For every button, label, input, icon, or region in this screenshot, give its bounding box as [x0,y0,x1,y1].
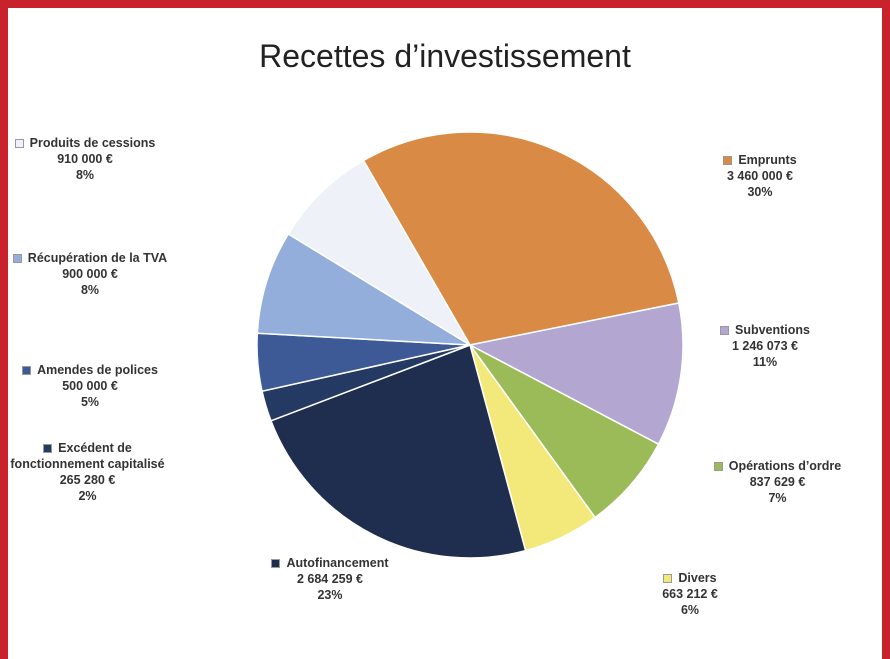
label-name: Subventions [680,322,850,338]
slice-label: Récupération de la TVA 900 000 € 8% [5,250,175,298]
label-name: Divers [605,570,775,586]
label-amount: 900 000 € [62,267,118,281]
label-name: Autofinancement [245,555,415,571]
label-marker [713,462,723,472]
label-amount: 1 246 073 € [731,339,799,353]
label-category: Récupération de la TVA [27,251,168,265]
label-marker [723,156,733,166]
label-category: Amendes de polices [37,363,158,377]
label-marker [22,366,32,376]
label-marker [12,254,22,264]
label-amount: 2 684 259 € [296,572,364,586]
label-percent: 30% [747,185,773,199]
label-marker [43,444,53,454]
label-amount: 910 000 € [57,152,113,166]
label-percent: 8% [75,168,95,182]
label-percent: 8% [80,283,100,297]
label-amount: 837 629 € [749,475,806,489]
label-amount: 663 212 € [662,587,718,601]
slice-label: Emprunts 3 460 000 € 30% [675,152,845,200]
pie-slice [256,232,471,346]
chart-title: Recettes d’investissement [259,38,631,74]
label-marker [271,559,281,569]
label-name: Récupération de la TVA [5,250,175,266]
label-name: Opérations d’ordre [690,458,865,474]
label-name: Amendes de polices [5,362,175,378]
label-percent: 6% [680,603,700,617]
label-amount: 3 460 000 € [726,169,794,183]
label-amount: 265 280 € [59,473,116,487]
pie-slice [287,159,471,346]
label-name: Emprunts [675,152,845,168]
label-name: Excédent de fonctionnement capitalisé [5,440,170,472]
label-category: Produits de cessions [29,136,156,150]
label-percent: 7% [768,491,787,505]
label-name: Produits de cessions [5,135,165,151]
label-category: Divers [678,571,717,585]
slice-label: Amendes de polices 500 000 € 5% [5,362,175,410]
slice-label: Subventions 1 246 073 € 11% [680,322,850,370]
pie-slice [467,302,684,446]
pie-slice [469,344,660,519]
label-percent: 5% [80,395,100,409]
label-category: Emprunts [738,153,797,167]
pie-slice [362,131,680,346]
slice-label: Excédent de fonctionnement capitalisé 265… [5,440,170,504]
label-percent: 23% [317,588,343,602]
slice-label: Produits de cessions 910 000 € 8% [5,135,165,183]
label-marker [663,574,673,584]
label-amount: 500 000 € [62,379,118,393]
label-marker [14,139,24,149]
slice-label: Autofinancement 2 684 259 € 23% [245,555,415,603]
label-category: Excédent de fonctionnement capitalisé [10,441,165,471]
label-category: Subventions [734,323,810,337]
label-percent: 2% [78,489,97,503]
pie-slice [269,344,527,559]
label-category: Autofinancement [286,556,389,570]
label-marker [719,326,729,336]
slice-label: Divers 663 212 € 6% [605,570,775,618]
label-percent: 11% [752,355,778,369]
label-category: Opérations d’ordre [728,459,842,473]
slice-label: Opérations d’ordre 837 629 € 7% [690,458,865,506]
